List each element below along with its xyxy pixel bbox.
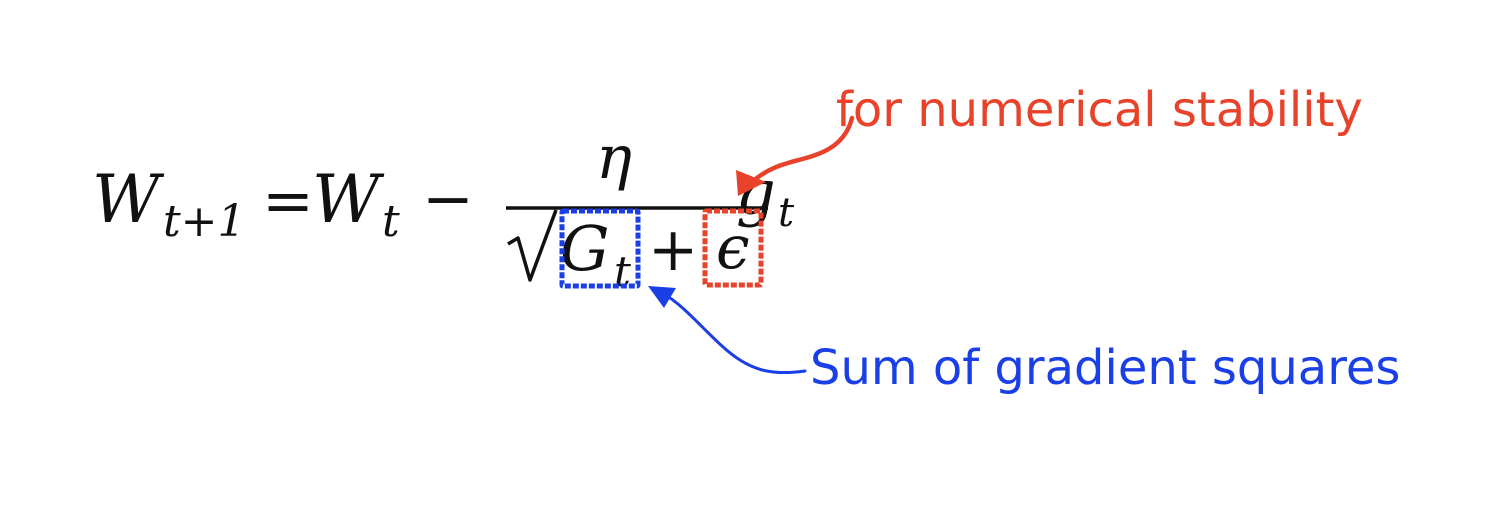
minus-sign: −	[422, 162, 474, 235]
stability-annotation: for numerical stability	[836, 82, 1363, 138]
stability-arrow-head	[736, 170, 766, 196]
gradient-subscript: t	[778, 190, 795, 236]
gradient-squares-arrow	[648, 286, 807, 375]
current-weight-symbol: W	[312, 161, 385, 238]
stability-arrow	[736, 115, 855, 196]
accumulated-gradient-symbol: G	[560, 212, 610, 285]
gradient-sum-highlight-box	[559, 208, 641, 289]
plus-sign: +	[648, 215, 698, 285]
sqrt-sign	[507, 209, 558, 282]
accumulated-gradient-subscript: t	[614, 247, 631, 296]
gradient-squares-annotation: Sum of gradient squares	[810, 340, 1400, 396]
lhs-weight-symbol: W	[92, 161, 165, 238]
epsilon-symbol: ϵ	[716, 213, 750, 283]
equals-sign: =	[262, 164, 314, 237]
gradient-squares-arrow-head	[648, 286, 676, 308]
update-formula: W t+1 = W t − η G t + ϵ g t	[92, 123, 795, 296]
lhs-weight-subscript: t+1	[163, 196, 246, 247]
learning-rate-eta: η	[596, 123, 632, 193]
current-weight-subscript: t	[382, 196, 400, 247]
epsilon-highlight-box	[702, 208, 764, 288]
